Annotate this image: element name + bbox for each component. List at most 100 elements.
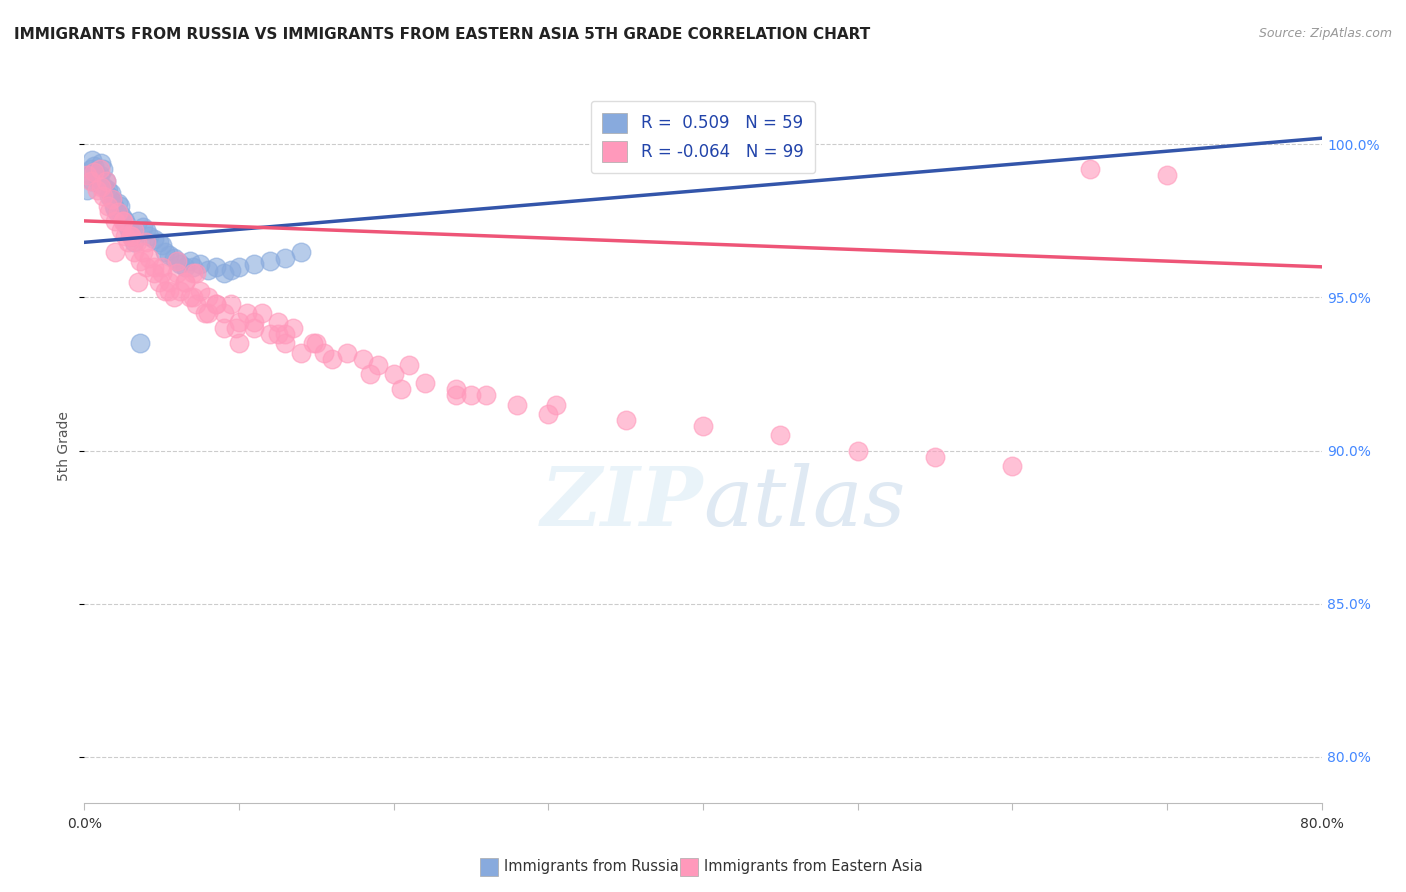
Point: [120, 226, 142, 240]
Point: [117, 220, 139, 235]
Point: [692, 419, 714, 434]
Point: [259, 327, 281, 342]
Point: [506, 398, 529, 412]
Point: [243, 315, 266, 329]
Point: [114, 214, 136, 228]
Point: [188, 285, 212, 299]
Point: [138, 251, 160, 265]
Point: [101, 193, 124, 207]
Point: [76, 168, 98, 182]
Point: [90, 180, 112, 194]
Point: [83, 159, 105, 173]
Legend: R =  0.509   N = 59, R = -0.064   N = 99: R = 0.509 N = 59, R = -0.064 N = 99: [591, 101, 815, 173]
Point: [846, 443, 869, 458]
Point: [132, 244, 155, 259]
Point: [105, 204, 128, 219]
Point: [305, 336, 328, 351]
Y-axis label: 5th Grade: 5th Grade: [58, 411, 72, 481]
Point: [163, 251, 186, 265]
Point: [243, 257, 266, 271]
Point: [197, 290, 219, 304]
Point: [444, 388, 467, 402]
Point: [100, 186, 122, 201]
FancyBboxPatch shape: [681, 858, 697, 876]
Point: [143, 232, 166, 246]
Point: [135, 235, 157, 250]
Point: [79, 174, 101, 188]
Point: [143, 260, 166, 274]
Point: [221, 263, 243, 277]
Point: [94, 174, 117, 188]
Point: [120, 229, 142, 244]
Point: [184, 266, 207, 280]
Point: [129, 336, 152, 351]
Point: [90, 155, 112, 169]
Point: [205, 296, 228, 310]
Point: [159, 275, 181, 289]
Point: [153, 244, 176, 259]
Point: [444, 382, 467, 396]
Point: [121, 229, 143, 244]
Point: [252, 306, 274, 320]
Point: [117, 235, 139, 250]
Point: [86, 183, 108, 197]
Point: [132, 220, 155, 235]
Point: [128, 214, 150, 228]
Point: [107, 204, 129, 219]
Point: [150, 238, 173, 252]
Point: [398, 358, 420, 372]
Point: [103, 198, 125, 212]
Point: [290, 244, 312, 259]
Point: [138, 229, 160, 244]
Point: [302, 336, 325, 351]
Point: [83, 165, 105, 179]
Point: [1156, 168, 1178, 182]
Point: [174, 275, 197, 289]
Point: [120, 229, 142, 244]
Point: [112, 214, 135, 228]
Point: [148, 235, 170, 250]
Point: [169, 285, 191, 299]
Text: Source: ZipAtlas.com: Source: ZipAtlas.com: [1258, 27, 1392, 40]
Text: ZIP: ZIP: [540, 463, 703, 543]
Point: [314, 345, 336, 359]
Text: IMMIGRANTS FROM RUSSIA VS IMMIGRANTS FROM EASTERN ASIA 5TH GRADE CORRELATION CHA: IMMIGRANTS FROM RUSSIA VS IMMIGRANTS FRO…: [14, 27, 870, 42]
Point: [86, 168, 108, 182]
Point: [546, 398, 568, 412]
Point: [352, 351, 374, 366]
Point: [153, 285, 176, 299]
Point: [98, 189, 121, 203]
Point: [125, 235, 148, 250]
Point: [267, 327, 290, 342]
Point: [205, 260, 228, 274]
Point: [179, 290, 201, 304]
Point: [166, 253, 188, 268]
Point: [89, 177, 111, 191]
Point: [122, 244, 145, 259]
Point: [228, 336, 250, 351]
Point: [104, 244, 127, 259]
Point: [122, 235, 145, 250]
Point: [274, 336, 297, 351]
Point: [221, 296, 243, 310]
Point: [91, 189, 114, 203]
Point: [82, 153, 104, 167]
Text: Immigrants from Eastern Asia: Immigrants from Eastern Asia: [704, 860, 922, 874]
Point: [128, 275, 150, 289]
Point: [104, 202, 127, 216]
Point: [87, 171, 110, 186]
Point: [205, 296, 228, 310]
Point: [243, 321, 266, 335]
Point: [135, 223, 157, 237]
Point: [614, 413, 637, 427]
Point: [283, 321, 305, 335]
Point: [101, 193, 124, 207]
Point: [336, 345, 359, 359]
Point: [112, 211, 135, 225]
Point: [159, 247, 181, 261]
Text: atlas: atlas: [703, 463, 905, 543]
Point: [98, 204, 121, 219]
Point: [321, 351, 343, 366]
Point: [143, 266, 166, 280]
Point: [104, 214, 127, 228]
